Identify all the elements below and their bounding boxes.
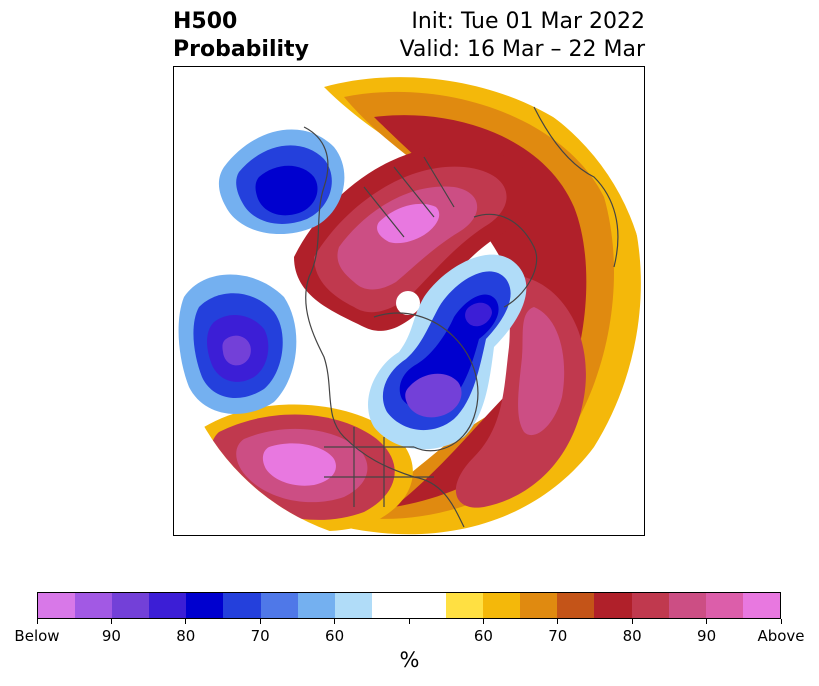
colorbar-segment: [446, 593, 484, 618]
colorbar-tick-label: 90: [101, 627, 121, 645]
colorbar-tick: [631, 619, 633, 624]
colorbar-tick-label: 80: [622, 627, 642, 645]
colorbar-segment: [631, 593, 669, 618]
colorbar-segment: [334, 593, 372, 618]
colorbar-segment: [483, 593, 521, 618]
title-left: H500 Probability: [173, 8, 309, 64]
coastlines: [303, 106, 619, 528]
colorbar-segment: [297, 593, 335, 618]
colorbar-tick-label: 70: [250, 627, 270, 645]
colorbar-segment: [557, 593, 595, 618]
colorbar-segment: [668, 593, 706, 618]
colorbar-segment: [223, 593, 261, 618]
colorbar-tick: [259, 619, 261, 624]
product-label: Probability: [173, 37, 309, 62]
colorbar-tick: [557, 619, 559, 624]
colorbar: [37, 592, 781, 619]
colorbar-tick: [482, 619, 484, 624]
colorbar-tick: [36, 619, 38, 624]
colorbar-segment: [38, 593, 76, 618]
variable-label: H500: [173, 9, 238, 34]
colorbar-segment: [186, 593, 224, 618]
colorbar-tick-label: Above: [757, 627, 805, 645]
map-canvas: [174, 69, 644, 535]
colorbar-tick-label: 70: [548, 627, 568, 645]
colorbar-segment: [408, 593, 447, 618]
valid-period-label: Valid: 16 Mar – 22 Mar: [399, 37, 645, 62]
colorbar-tick-label: 60: [325, 627, 345, 645]
colorbar-segment: [594, 593, 632, 618]
colorbar-segment: [520, 593, 558, 618]
title-right: Init: Tue 01 Mar 2022 Valid: 16 Mar – 22…: [400, 8, 645, 64]
colorbar-segment: [260, 593, 298, 618]
probability-field: [174, 69, 644, 535]
probability-map: [173, 66, 645, 536]
colorbar-segment: [149, 593, 187, 618]
colorbar-tick-label: 60: [473, 627, 493, 645]
colorbar-segment: [112, 593, 150, 618]
colorbar-tick-label: 80: [176, 627, 196, 645]
colorbar-segment: [371, 593, 409, 618]
colorbar-tick: [706, 619, 708, 624]
colorbar-tick: [780, 619, 782, 624]
init-time-label: Init: Tue 01 Mar 2022: [411, 9, 645, 34]
colorbar-tick-label: 90: [697, 627, 717, 645]
colorbar-segment: [75, 593, 113, 618]
colorbar-segment: [705, 593, 743, 618]
colorbar-tick: [110, 619, 112, 624]
colorbar-tick: [334, 619, 336, 624]
colorbar-tick: [185, 619, 187, 624]
colorbar-unit-label: %: [399, 648, 420, 672]
colorbar-tick-label: Below: [14, 627, 60, 645]
colorbar-segment: [742, 593, 780, 618]
colorbar-tick: [408, 619, 410, 624]
